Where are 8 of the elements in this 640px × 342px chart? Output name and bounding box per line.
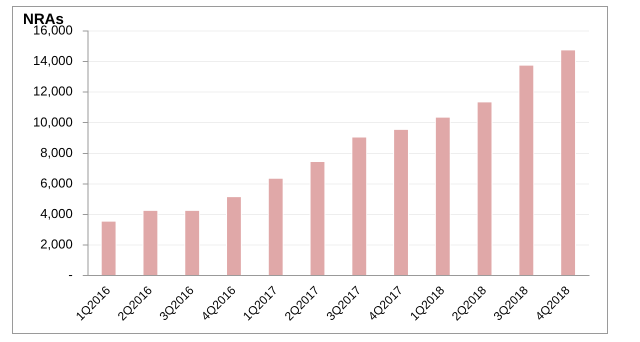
y-tick-label: - bbox=[68, 267, 73, 282]
y-tick-label: 6,000 bbox=[40, 175, 73, 190]
y-tick-label: 2,000 bbox=[40, 236, 73, 252]
y-tick-label: 14,000 bbox=[32, 53, 73, 68]
y-tick-label: 12,000 bbox=[32, 84, 73, 99]
y-tick-label: 8,000 bbox=[40, 144, 73, 160]
y-tick-label: 4,000 bbox=[40, 206, 73, 222]
y-tick-label: 10,000 bbox=[32, 114, 73, 130]
